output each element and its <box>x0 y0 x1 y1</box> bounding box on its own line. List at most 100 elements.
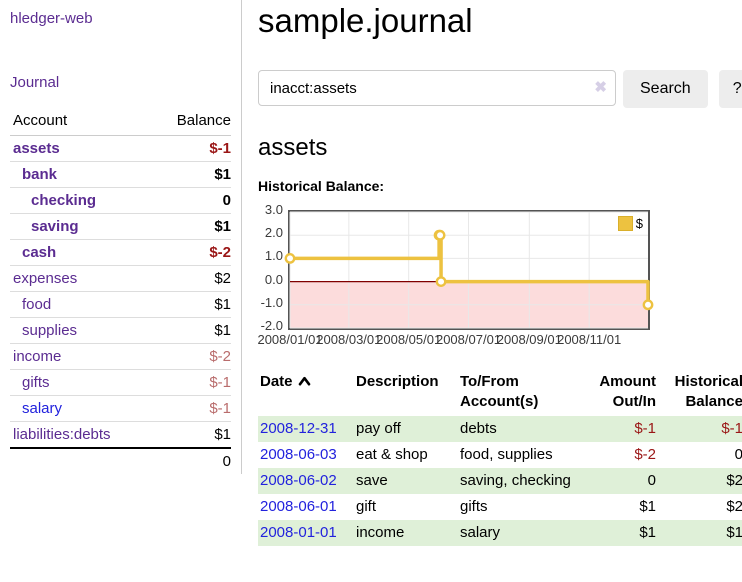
transaction-amount: $1 <box>639 498 656 515</box>
account-row: cash $-2 <box>10 239 231 266</box>
account-name-cell: income <box>10 343 154 370</box>
app-window: hledger-web Journal Account Balance asse… <box>10 0 742 546</box>
accounts-total-value: 0 <box>153 447 231 474</box>
account-name-cell: liabilities:debts <box>10 421 154 449</box>
y-axis-tick-label: -1.0 <box>260 294 283 310</box>
account-balance: $-2 <box>153 343 231 370</box>
sidebar-item-journal[interactable]: Journal <box>10 74 60 91</box>
column-header-balance[interactable]: Historical Balance <box>674 373 742 410</box>
transaction-accounts: salary <box>460 524 501 541</box>
account-link[interactable]: saving <box>31 218 79 235</box>
transaction-description: gift <box>356 498 377 515</box>
account-name-cell: checking <box>10 187 154 214</box>
account-name-cell: salary <box>10 395 154 422</box>
transaction-date-cell: 2008-06-03 <box>258 442 356 468</box>
account-link[interactable]: cash <box>22 244 57 261</box>
column-header-date[interactable]: Date <box>258 370 356 416</box>
account-link[interactable]: expenses <box>13 270 78 287</box>
transaction-amount: $-1 <box>634 420 656 437</box>
transaction-date-cell: 2008-06-02 <box>258 468 356 494</box>
x-axis-tick-label: 2008/11/01 <box>557 332 622 347</box>
account-link[interactable]: assets <box>13 140 60 157</box>
account-balance: $1 <box>153 421 231 449</box>
x-axis-tick-label: 2008/07/01 <box>435 332 502 347</box>
transaction-row: 2008-06-02 save saving, checking 0 $2 <box>258 468 742 494</box>
account-link[interactable]: checking <box>31 192 97 209</box>
account-name-cell: bank <box>10 161 154 188</box>
account-row: assets $-1 <box>10 135 231 162</box>
transactions-header-row: Date Description To/From Account(s) Amou… <box>258 370 742 416</box>
account-link[interactable]: liabilities:debts <box>13 426 111 443</box>
transaction-row: 2008-06-03 eat & shop food, supplies $-2 0 <box>258 442 742 468</box>
clear-search-icon[interactable]: ✖ <box>594 79 607 96</box>
account-row: supplies $1 <box>10 317 231 344</box>
chart-plot-area: $ <box>284 210 654 330</box>
x-axis-tick-label: 2008/03/01 <box>316 332 382 347</box>
help-button[interactable]: ? <box>718 70 742 108</box>
account-page-title: assets <box>258 134 328 161</box>
y-axis-tick-label: 0.0 <box>264 271 283 287</box>
account-link[interactable]: income <box>13 348 62 365</box>
account-balance: $2 <box>153 265 231 292</box>
transaction-description: eat & shop <box>356 446 428 463</box>
accounts-table: Account Balance assets $-1 bank $1 checking 0… <box>10 109 231 474</box>
transaction-date-link[interactable]: 2008-01-01 <box>260 524 337 541</box>
y-axis-tick-label: -2.0 <box>260 318 283 333</box>
account-row: gifts $-1 <box>10 369 231 396</box>
account-balance: $1 <box>153 161 231 188</box>
transaction-balance: $-1 <box>721 420 742 437</box>
search-box: ✖ <box>258 70 616 108</box>
historical-balance-chart: $ 3.0 2.0 1.0 0.0 -1.0 -2.0 2008/01/01 2008/03/… <box>257 202 698 348</box>
account-balance: $1 <box>153 213 231 240</box>
y-axis-tick-label: 3.0 <box>264 202 283 217</box>
account-name-cell: assets <box>10 135 154 162</box>
column-header-amount[interactable]: Amount Out/In <box>599 373 656 410</box>
account-name-cell: food <box>10 291 154 318</box>
account-row: expenses $2 <box>10 265 231 292</box>
transaction-balance: $1 <box>726 524 742 541</box>
x-axis-tick-label: 2008/01/01 <box>257 332 323 347</box>
transaction-date-link[interactable]: 2008-06-01 <box>260 498 337 515</box>
accounts-column-account: Account <box>10 109 154 136</box>
account-name-cell: supplies <box>10 317 154 344</box>
transaction-balance: $2 <box>726 498 742 515</box>
legend-swatch <box>617 216 633 231</box>
page-title: sample.journal <box>258 2 473 39</box>
account-balance: $-1 <box>153 135 231 162</box>
account-link[interactable]: food <box>22 296 52 313</box>
transaction-description: save <box>356 472 388 489</box>
account-balance: $-1 <box>153 395 231 422</box>
account-balance: $-1 <box>153 369 231 396</box>
account-name-cell: cash <box>10 239 154 266</box>
account-name-cell: saving <box>10 213 154 240</box>
transaction-accounts: food, supplies <box>460 446 553 463</box>
account-link[interactable]: supplies <box>22 322 78 339</box>
transaction-date-link[interactable]: 2008-12-31 <box>260 420 337 437</box>
account-balance: 0 <box>153 187 231 214</box>
search-input[interactable] <box>258 70 616 106</box>
transaction-date-cell: 2008-12-31 <box>258 416 356 442</box>
y-axis-tick-label: 1.0 <box>264 248 283 264</box>
transaction-date-link[interactable]: 2008-06-03 <box>260 446 337 463</box>
transaction-date-link[interactable]: 2008-06-02 <box>260 472 337 489</box>
account-link[interactable]: salary <box>22 400 63 417</box>
accounts-header-row: Account Balance <box>10 109 231 136</box>
transaction-amount: $1 <box>639 524 656 541</box>
transaction-description: pay off <box>356 420 401 437</box>
chart-svg <box>284 211 654 329</box>
account-balance: $1 <box>153 291 231 318</box>
column-header-accounts[interactable]: To/From Account(s) <box>460 373 539 410</box>
app-title-link[interactable]: hledger-web <box>10 10 93 27</box>
search-button[interactable]: Search <box>623 70 708 108</box>
account-row: checking 0 <box>10 187 231 214</box>
account-balance: $-2 <box>153 239 231 266</box>
transaction-row: 2008-12-31 pay off debts $-1 $-1 <box>258 416 742 442</box>
account-link[interactable]: bank <box>22 166 58 183</box>
column-header-description[interactable]: Description <box>356 373 439 390</box>
account-name-cell: expenses <box>10 265 154 292</box>
transaction-row: 2008-01-01 income salary $1 $1 <box>258 520 742 546</box>
x-axis-tick-label: 2008/05/01 <box>376 332 442 347</box>
account-link[interactable]: gifts <box>22 374 50 391</box>
transaction-amount: $-2 <box>634 446 656 463</box>
sort-ascending-icon <box>298 376 310 386</box>
